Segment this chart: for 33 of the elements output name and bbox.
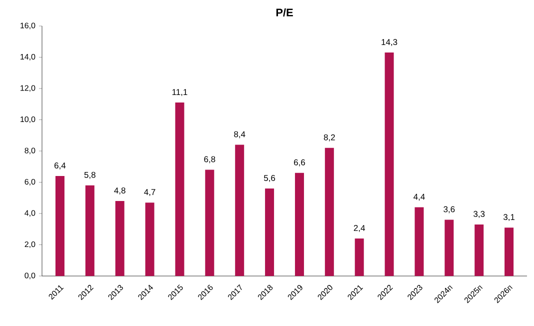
bar — [504, 228, 514, 276]
data-label: 4,8 — [114, 187, 126, 194]
bar — [175, 102, 184, 276]
bar — [265, 188, 274, 276]
data-label: 3,1 — [503, 214, 515, 222]
data-label: 8,4 — [234, 131, 246, 138]
data-label: 14,3 — [382, 39, 398, 46]
bar — [474, 224, 484, 276]
bar — [294, 172, 304, 276]
data-label: 3,3 — [474, 210, 485, 218]
bar — [115, 201, 124, 276]
bar — [205, 170, 214, 276]
data-label: 11,1 — [172, 89, 188, 96]
data-label: 5,8 — [84, 172, 96, 179]
data-label: 8,2 — [324, 134, 335, 142]
chart-title: P/E — [276, 8, 293, 16]
bar — [235, 144, 244, 276]
bar — [85, 185, 94, 276]
data-label: 6,8 — [204, 156, 216, 164]
bar — [384, 52, 394, 276]
bar — [444, 220, 454, 276]
bar — [414, 207, 424, 276]
data-label: 2,4 — [354, 224, 365, 232]
bar — [354, 238, 364, 276]
data-label: 6,6 — [294, 159, 305, 166]
data-label: 5,6 — [264, 174, 276, 182]
bar — [324, 148, 334, 276]
data-label: 6,4 — [54, 162, 66, 170]
data-label: 4,7 — [144, 189, 156, 196]
bar — [55, 176, 64, 276]
bar — [145, 202, 154, 276]
data-label: 4,4 — [414, 194, 425, 201]
data-label: 3,6 — [444, 206, 455, 214]
